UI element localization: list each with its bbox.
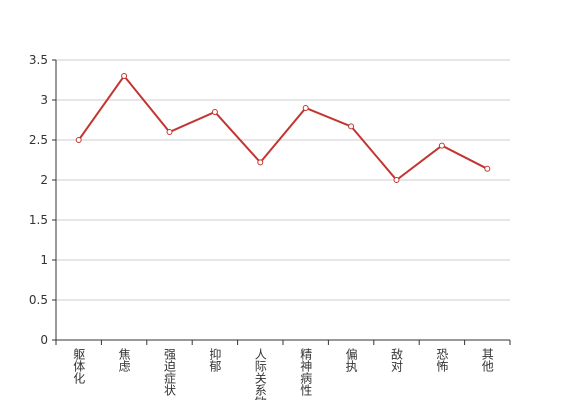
x-tick-label: 精神病性	[299, 348, 313, 397]
y-tick-label: 0	[40, 333, 48, 347]
point	[438, 142, 445, 149]
point	[393, 177, 400, 183]
point	[302, 105, 309, 111]
point	[75, 137, 82, 143]
y-tick-label: 1.5	[29, 213, 48, 227]
y-tick-label: 2.5	[29, 133, 48, 147]
point	[166, 129, 173, 135]
y-tick-label: 3	[40, 93, 48, 107]
point	[484, 165, 491, 172]
line	[77, 74, 488, 182]
point	[121, 73, 128, 79]
x-tick-label: 其他	[480, 348, 494, 372]
x-tick-label: 敌对	[390, 347, 404, 372]
point	[211, 109, 218, 115]
x-tick-label: 人际关系敏感	[253, 348, 267, 400]
y-tick-label: 2	[40, 173, 48, 187]
x-tick-label: 恐怖	[435, 348, 449, 372]
point	[348, 123, 355, 130]
y-tick-label: 0.5	[29, 293, 48, 307]
y-tick-label: 3.5	[29, 53, 48, 67]
x-tick-label: 强迫症状	[163, 348, 177, 396]
y-tick-label: 1	[40, 253, 48, 267]
x-tick-label: 抑郁	[208, 347, 222, 373]
point	[257, 159, 264, 166]
x-tick-label: 躯体化	[72, 347, 86, 385]
x-tick-label: 偏执	[344, 347, 358, 373]
x-tick-label: 焦虑	[117, 348, 131, 372]
